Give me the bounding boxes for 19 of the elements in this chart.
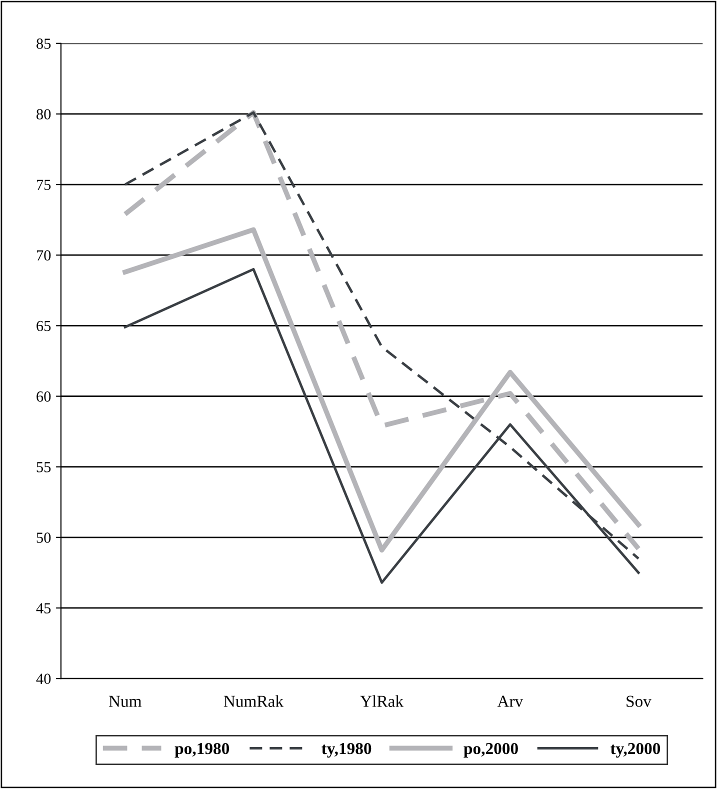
y-tick-label: 80 bbox=[36, 109, 51, 120]
y-tick-label: 85 bbox=[36, 38, 51, 49]
legend-label: ty,1980 bbox=[322, 742, 372, 758]
x-tick-label: Arv bbox=[497, 696, 524, 707]
x-tick-label: Num bbox=[108, 696, 142, 707]
x-tick-label: Sov bbox=[626, 696, 652, 707]
y-tick-label: 40 bbox=[36, 674, 51, 684]
legend-label: po,2000 bbox=[464, 742, 518, 758]
y-tick-label: 75 bbox=[36, 180, 51, 190]
legend-label: ty,2000 bbox=[610, 742, 660, 758]
y-tick-label: 55 bbox=[36, 462, 51, 472]
legend-label: po,1980 bbox=[174, 742, 230, 758]
y-tick-label: 65 bbox=[36, 320, 51, 332]
x-tick-label: YlRak bbox=[360, 695, 404, 707]
y-tick-label: 50 bbox=[36, 532, 51, 543]
y-tick-label: 60 bbox=[36, 391, 51, 402]
y-tick-label: 45 bbox=[36, 603, 51, 614]
x-tick-label: NumRak bbox=[224, 695, 284, 707]
y-tick-label: 70 bbox=[36, 250, 51, 261]
